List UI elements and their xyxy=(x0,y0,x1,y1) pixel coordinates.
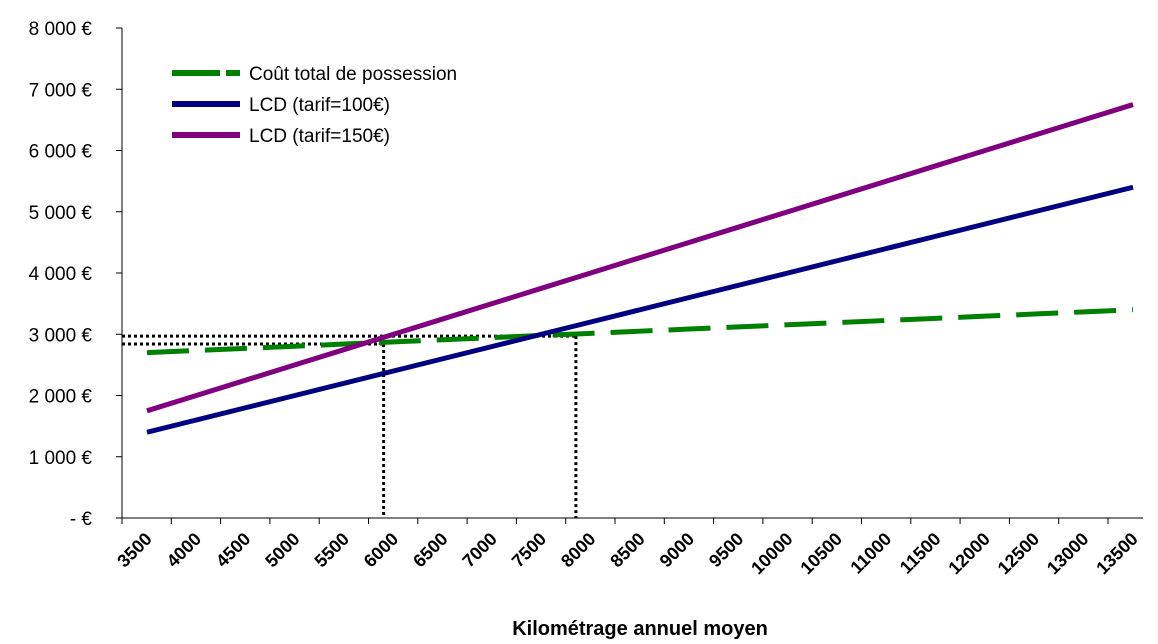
x-tick-label: 4500 xyxy=(212,529,254,571)
x-tick-label: 12000 xyxy=(944,529,994,579)
x-tick-label: 13500 xyxy=(1092,529,1142,579)
y-tick-label: 6 000 € xyxy=(29,142,93,163)
x-tick-label: 6500 xyxy=(409,529,451,571)
x-tick-label: 10000 xyxy=(747,529,797,579)
x-tick-label: 5000 xyxy=(261,529,303,571)
reference-lines xyxy=(122,334,578,518)
x-tick-label: 4000 xyxy=(163,529,205,571)
y-tick-label: 3 000 € xyxy=(29,325,93,346)
x-tick-label: 13000 xyxy=(1043,529,1093,579)
y-tick-label: 7 000 € xyxy=(29,80,93,101)
x-tick-label: 12500 xyxy=(994,529,1044,579)
y-tick-label: 5 000 € xyxy=(29,203,93,224)
y-tick-label: 1 000 € xyxy=(29,448,93,469)
x-tick-label: 10500 xyxy=(796,529,846,579)
x-axis-ticks: 3500 4000 4500 5000 5500 6000 6500 7000 7500 8000… xyxy=(113,518,1142,579)
series-line-1 xyxy=(146,307,1134,356)
x-tick-label: 6000 xyxy=(360,529,402,571)
x-tick-label: 7000 xyxy=(458,529,500,571)
x-tick-label: 9000 xyxy=(656,529,698,571)
y-tick-label: - € xyxy=(70,509,93,530)
x-tick-label: 9500 xyxy=(705,529,747,571)
series-lines xyxy=(146,102,1134,435)
legend-label-2: LCD (tarif=100€) xyxy=(249,95,390,116)
x-tick-label: 8500 xyxy=(606,529,648,571)
y-tick-label: 8 000 € xyxy=(29,19,93,40)
x-tick-label: 3500 xyxy=(113,529,155,571)
y-axis-ticks: - € 1 000 € 2 000 € 3 000 € 4 000 € 5 000 € 6 … xyxy=(29,19,122,530)
legend: Coût total de possession LCD (tarif=100€)… xyxy=(172,64,457,147)
x-tick-label: 8000 xyxy=(557,529,599,571)
y-tick-label: 4 000 € xyxy=(29,264,93,285)
x-axis-title: Kilométrage annuel moyen xyxy=(512,618,768,640)
legend-label-1: Coût total de possession xyxy=(249,64,457,85)
x-tick-label: 5500 xyxy=(311,529,353,571)
legend-label-3: LCD (tarif=150€) xyxy=(249,126,390,147)
series-line-3 xyxy=(146,102,1134,414)
x-tick-label: 7500 xyxy=(508,529,550,571)
series-line-2 xyxy=(146,184,1134,435)
x-tick-label: 11000 xyxy=(846,529,895,578)
x-tick-label: 11500 xyxy=(896,529,945,578)
y-tick-label: 2 000 € xyxy=(29,387,93,408)
